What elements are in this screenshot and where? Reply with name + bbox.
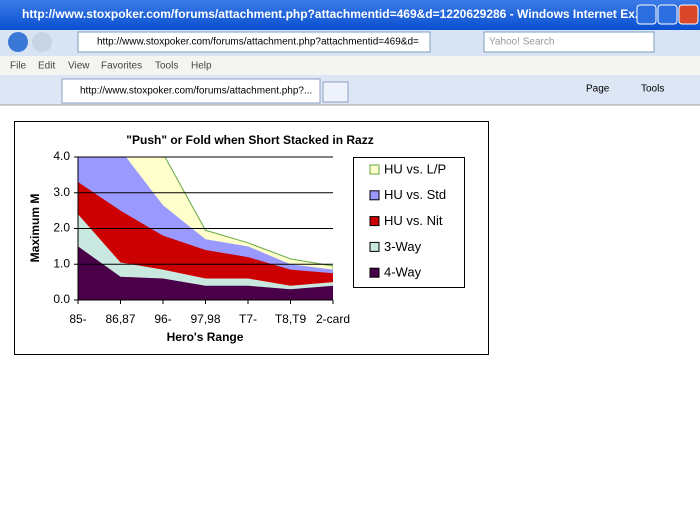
legend-swatch (369, 216, 380, 227)
window-title: http://www.stoxpoker.com/forums/attachme… (22, 7, 645, 21)
x-tick-label: 86,87 (105, 312, 135, 326)
forward-button[interactable] (32, 32, 52, 52)
legend-swatch (369, 164, 380, 175)
x-tick-label: T7- (239, 312, 257, 326)
y-tick-label: 0.0 (53, 292, 70, 306)
new-tab[interactable] (322, 81, 349, 103)
legend-swatch (369, 267, 380, 278)
legend-swatch (369, 190, 380, 201)
page-menu[interactable]: Page (586, 84, 610, 95)
minimize-button[interactable] (636, 4, 657, 25)
legend-swatch (369, 241, 380, 252)
x-tick-label: 85- (69, 312, 86, 326)
menu-bar (0, 56, 700, 75)
menu-item[interactable]: Help (191, 61, 212, 72)
menu-item[interactable]: View (68, 61, 90, 72)
y-axis-label: Maximum M (28, 194, 42, 263)
x-tick-label: 96- (154, 312, 171, 326)
search-placeholder: Yahoo! Search (489, 37, 554, 48)
legend-label: 4-Way (384, 265, 422, 280)
y-tick-label: 3.0 (53, 185, 70, 199)
title-bar (0, 0, 700, 30)
menu-item[interactable]: Favorites (101, 61, 142, 72)
menu: File Edit View Favorites Tools Help (10, 61, 212, 72)
y-tick-label: 4.0 (53, 149, 70, 163)
address-text: http://www.stoxpoker.com/forums/attachme… (97, 37, 419, 48)
address-box[interactable] (77, 31, 431, 53)
area (78, 246, 333, 300)
y-tick-label: 2.0 (53, 221, 70, 235)
close-button[interactable] (678, 4, 699, 25)
y-tick-label: 1.0 (53, 256, 70, 270)
menu-item[interactable]: Edit (38, 61, 55, 72)
legend-label: 3-Way (384, 239, 422, 254)
legend-label: HU vs. Std (384, 187, 446, 202)
tab[interactable] (61, 78, 321, 104)
back-button[interactable] (8, 32, 28, 52)
search-box[interactable] (483, 31, 655, 53)
maximize-button[interactable] (657, 4, 678, 25)
legend-label: HU vs. Nit (384, 213, 443, 228)
x-tick-label: 97,98 (190, 312, 220, 326)
menu-item[interactable]: Tools (155, 61, 178, 72)
tools-menu[interactable]: Tools (641, 84, 664, 95)
x-tick-label: 2-card (316, 312, 350, 326)
x-axis-label: Hero's Range (167, 330, 244, 344)
tab-title: http://www.stoxpoker.com/forums/attachme… (80, 86, 312, 97)
menu-item[interactable]: File (10, 61, 27, 72)
x-tick-label: T8,T9 (275, 312, 307, 326)
chart-title: "Push" or Fold when Short Stacked in Raz… (126, 133, 373, 147)
legend-label: HU vs. L/P (384, 161, 446, 176)
